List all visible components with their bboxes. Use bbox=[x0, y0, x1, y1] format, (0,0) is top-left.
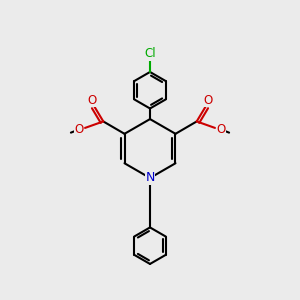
Text: O: O bbox=[74, 123, 84, 136]
Text: Cl: Cl bbox=[144, 47, 156, 60]
Text: N: N bbox=[145, 172, 155, 184]
Text: O: O bbox=[204, 94, 213, 107]
Text: O: O bbox=[87, 94, 96, 107]
Text: O: O bbox=[216, 123, 226, 136]
